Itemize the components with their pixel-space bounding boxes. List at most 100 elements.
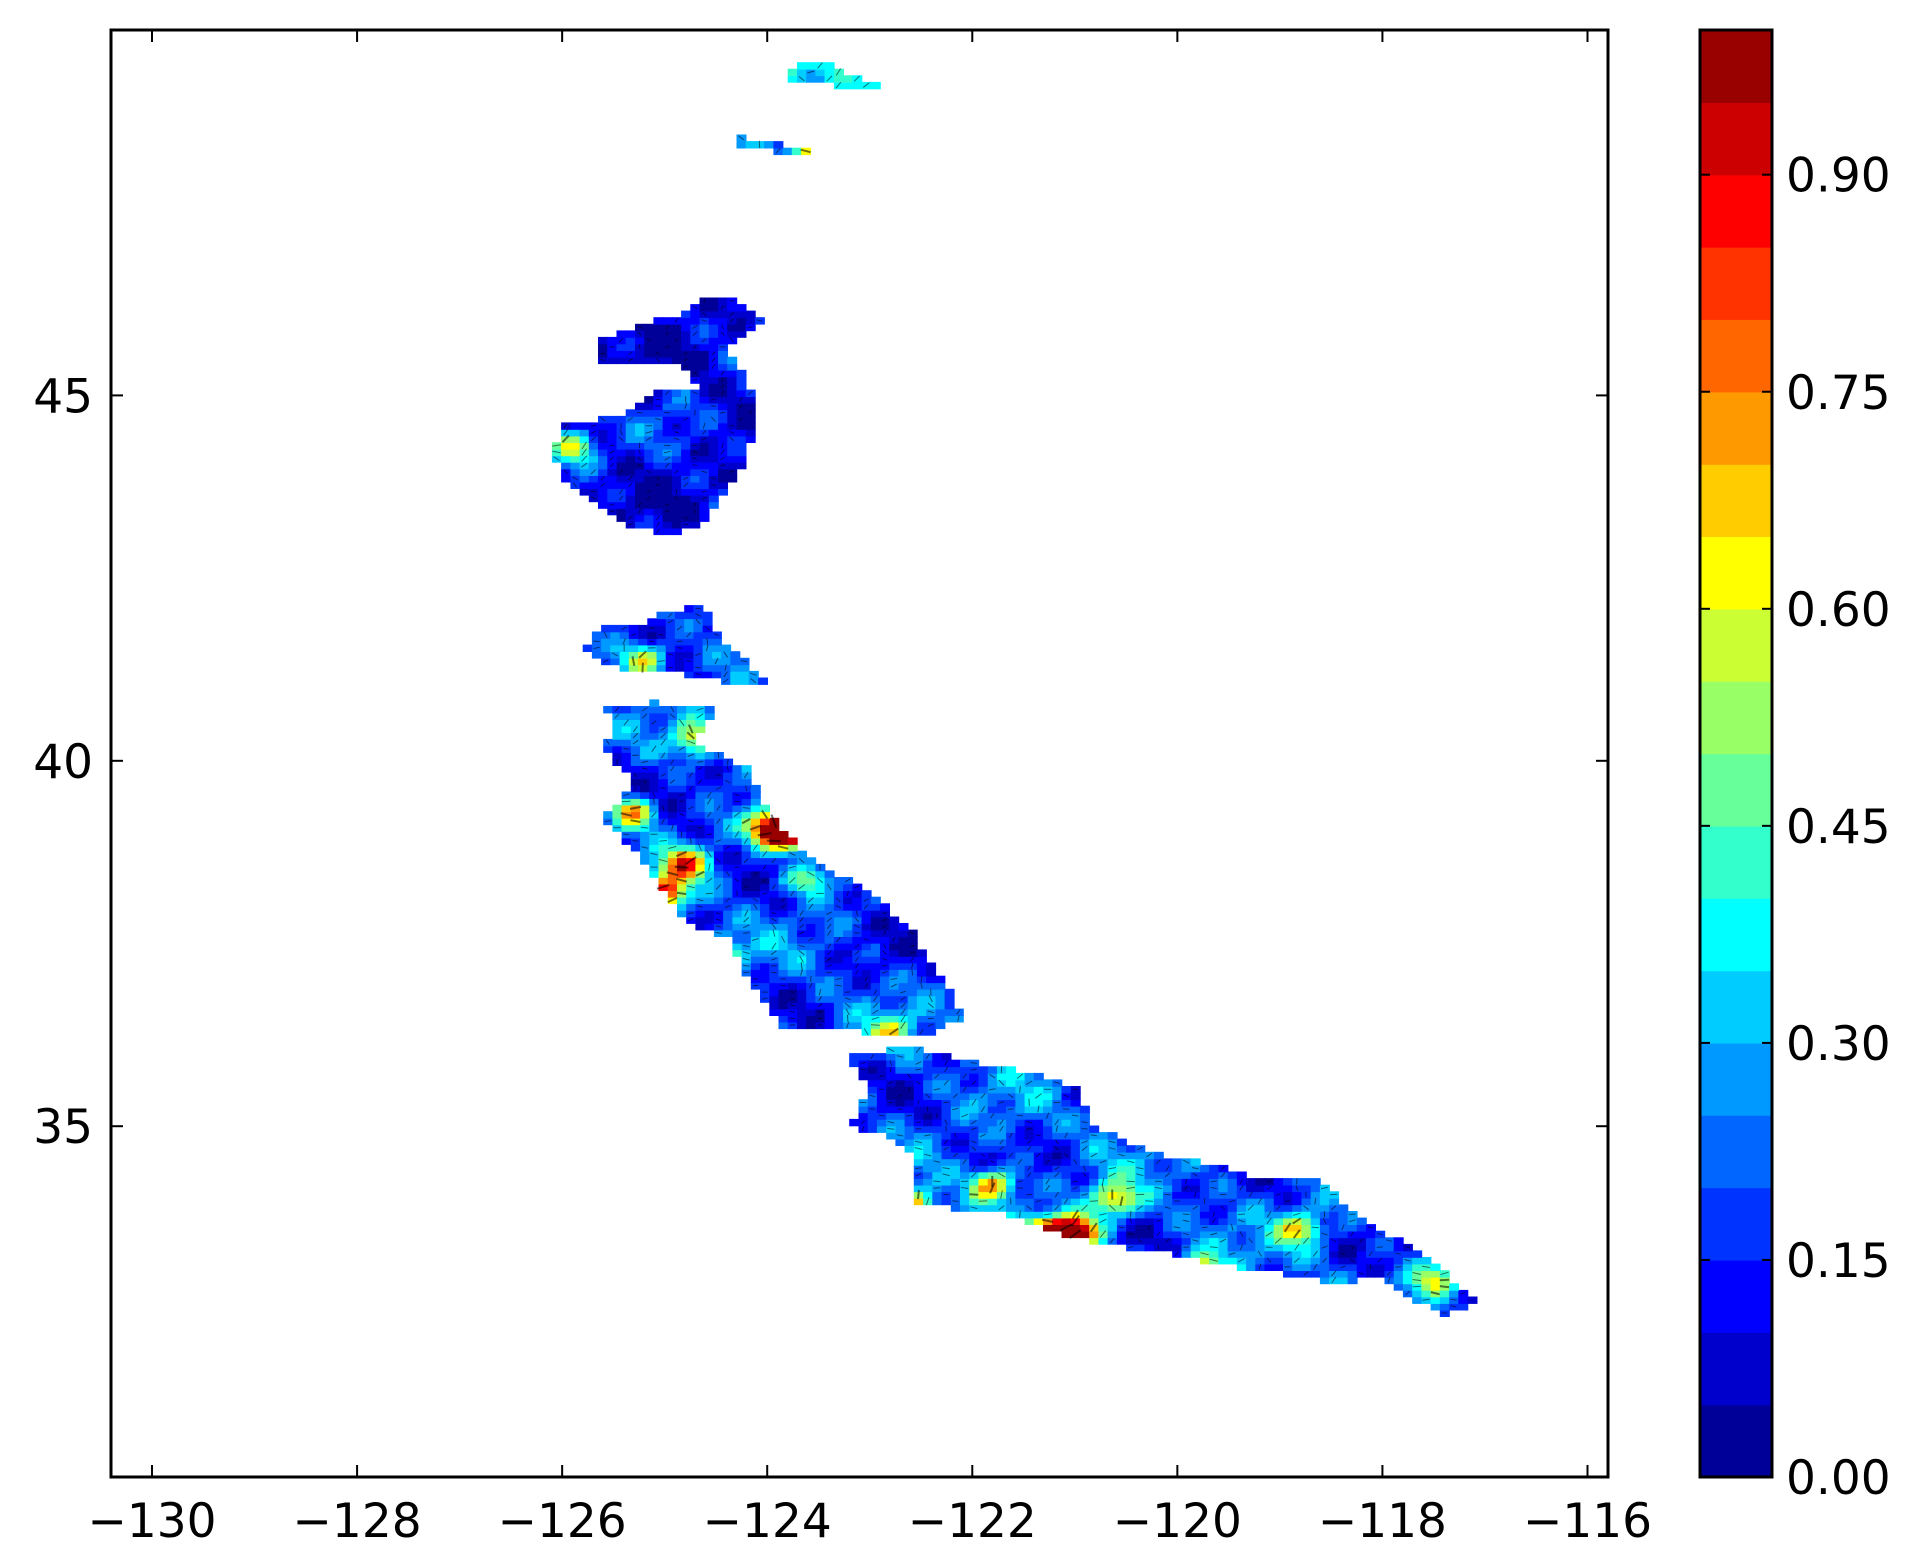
quiver-arrow [1349,1258,1355,1263]
field-cell [787,837,798,845]
field-cell [727,402,738,411]
field-cell [750,798,761,806]
quiver-arrow [925,1197,930,1206]
field-cell [1052,1178,1063,1186]
quiver-arrow [806,871,815,877]
field-cell [671,527,682,536]
field-cell [1163,1217,1173,1225]
field-cell [656,618,667,626]
quiver-arrow [744,909,749,917]
field-cell [969,1132,980,1140]
field-cell [612,725,623,734]
quiver-arrow [1292,1217,1302,1225]
quiver-arrow [862,82,870,88]
quiver-arrow [667,653,674,656]
field-cell [1283,1211,1293,1219]
field-cell [732,804,743,813]
field-cell [1402,1283,1413,1291]
field-cell [1283,1270,1293,1278]
field-cell [778,909,789,918]
field-cell [1319,1250,1330,1258]
quiver-arrow [720,331,725,336]
field-cell [923,1072,934,1081]
field-cell [898,1015,909,1023]
field-cell [674,664,685,672]
field-cell [1024,1171,1035,1179]
field-cell [996,1145,1007,1153]
field-cell [727,330,738,338]
field-cell [996,1204,1007,1212]
field-cell [1292,1197,1303,1206]
field-cell [640,752,651,760]
field-cell [904,1138,915,1146]
field-cell [625,488,636,496]
quiver-arrow [892,937,896,942]
field-cell [870,1028,881,1036]
field-cell [704,798,715,806]
quiver-arrow [1119,1196,1124,1207]
field-cell [787,982,798,990]
field-cell [695,784,706,793]
quiver-arrow [972,1165,976,1172]
field-cell [1264,1263,1275,1271]
quiver-arrow [600,482,606,487]
field-cell [907,1002,918,1010]
field-cell [741,909,752,918]
field-cell [1356,1224,1367,1232]
field-cell [1393,1237,1404,1245]
quiver-arrow [1285,1200,1291,1202]
field-cell [1264,1184,1275,1193]
quiver-arrow [1237,1213,1246,1215]
field-cell [1107,1217,1118,1225]
field-cell [647,657,658,666]
field-cell [610,644,621,652]
quiver-arrow [788,865,797,869]
field-cell [745,422,756,430]
field-cell [1449,1289,1460,1298]
field-cell [1052,1211,1063,1219]
field-cell [732,923,743,931]
field-cell [713,817,724,826]
quiver-arrow [673,437,680,441]
field-cell [824,916,835,924]
field-cell [750,784,761,793]
field-cell [1246,1184,1257,1193]
field-cell [621,817,632,826]
field-cell [1153,1197,1164,1206]
field-cell [787,936,798,944]
quiver-arrow [798,884,806,890]
field-cell [1079,1224,1090,1232]
quiver-arrow [1164,1206,1171,1209]
field-cell [978,1092,989,1100]
quiver-arrow [688,820,694,823]
field-cell [723,831,734,839]
field-cell [1190,1178,1201,1186]
field-cell [996,1112,1007,1120]
quiver-arrow [1165,1238,1170,1243]
field-cell [1043,1099,1053,1107]
quiver-arrow [1035,1134,1042,1137]
field-cell [671,481,682,489]
field-cell [1043,1145,1053,1153]
field-cell [699,455,710,463]
quiver-arrow [1441,1312,1448,1314]
field-cell [833,929,844,937]
field-cell [1079,1197,1090,1206]
field-cell [684,664,695,672]
field-cell [960,1145,970,1153]
field-cell [658,831,669,839]
field-cell [824,62,835,70]
field-cell [778,929,789,937]
field-cell [760,837,770,845]
field-cell [718,350,728,358]
field-cell [695,883,706,891]
field-cell [978,1164,989,1173]
quiver-arrow [844,1002,851,1008]
field-cell [667,732,678,740]
field-cell [769,850,780,859]
field-cell [815,929,826,937]
field-cell [1338,1204,1349,1212]
field-cell [935,1002,946,1010]
field-cell [760,975,770,984]
quiver-arrow [799,924,805,929]
